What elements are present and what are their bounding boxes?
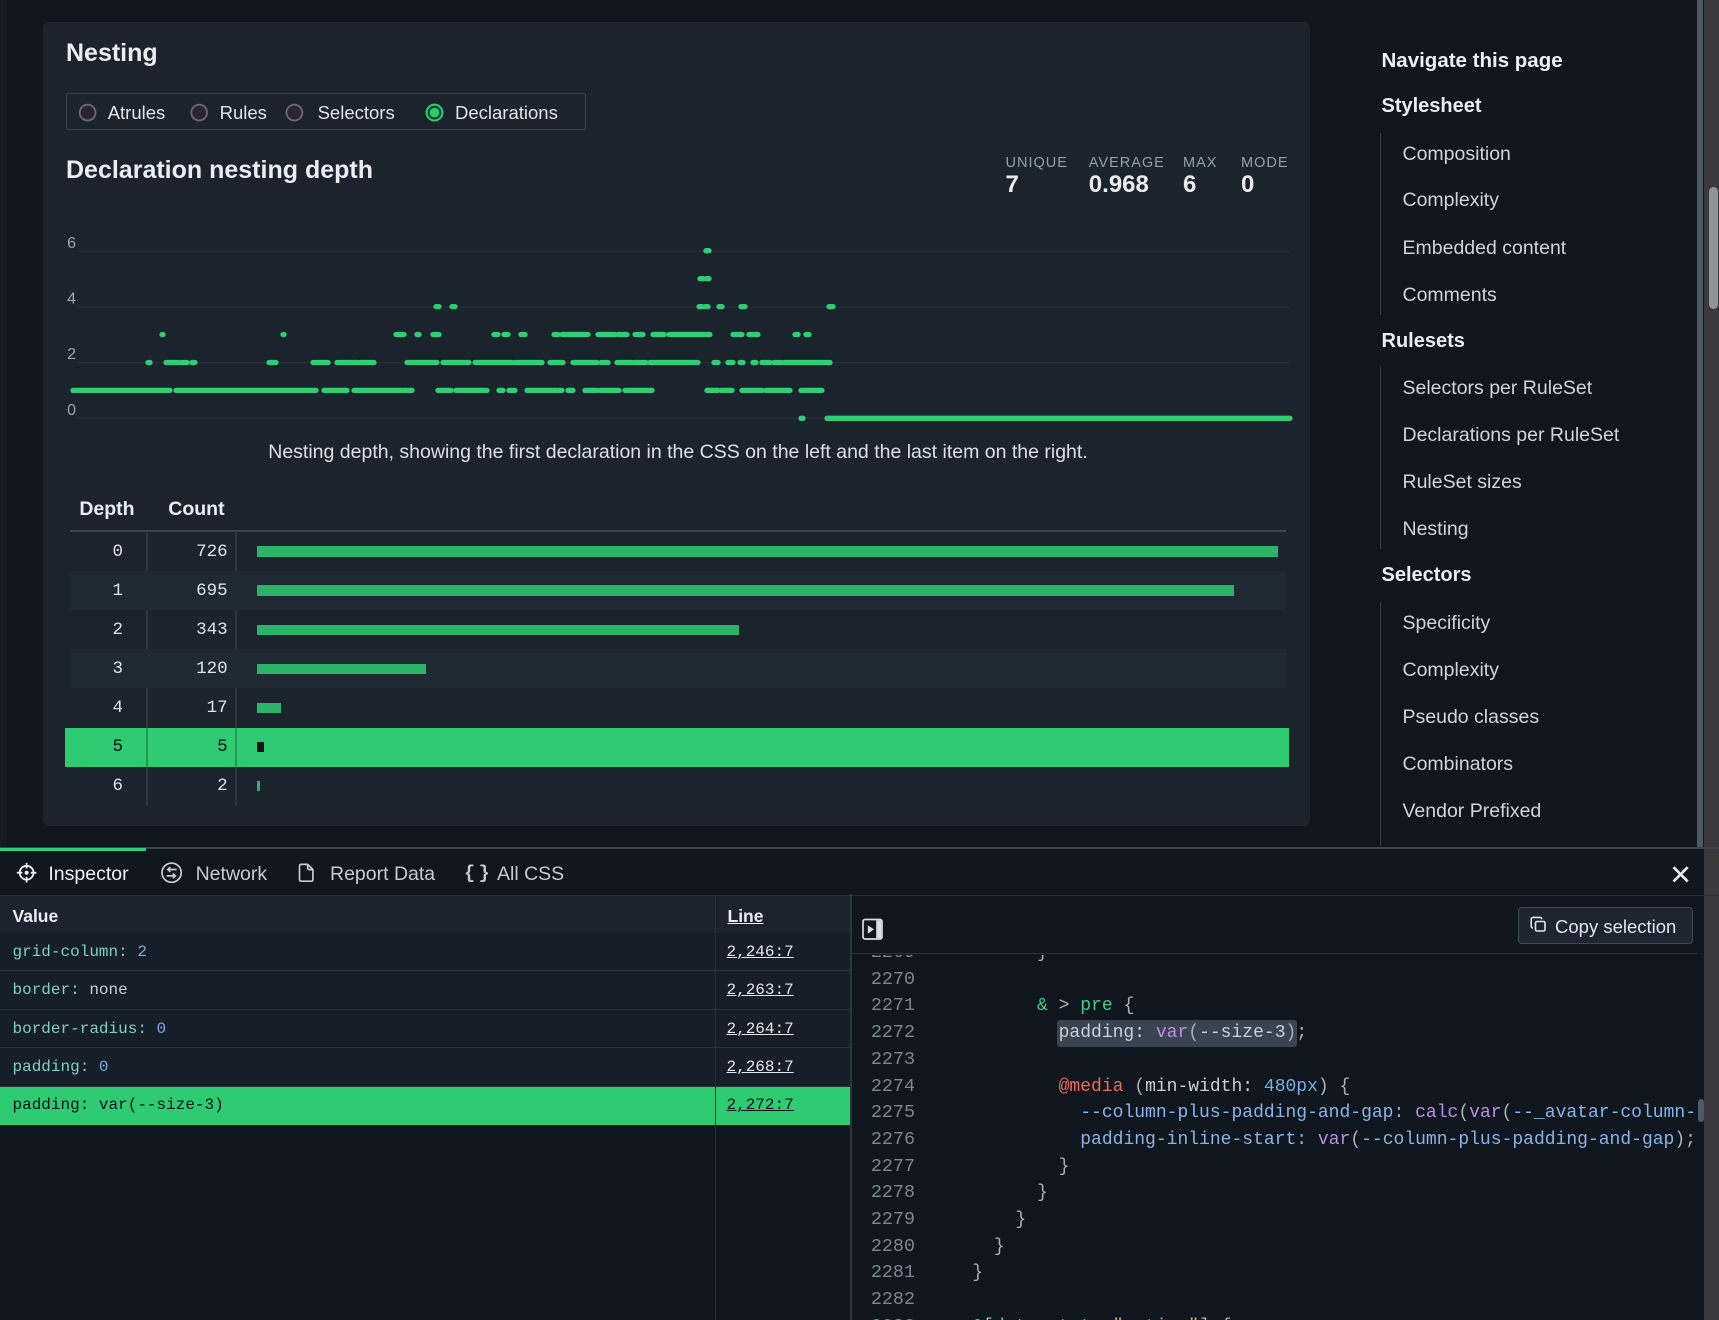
svg-text:2: 2 [67,346,76,363]
svg-text:6: 6 [67,235,76,252]
svg-text:0: 0 [67,402,76,419]
svg-text:4: 4 [67,291,76,308]
